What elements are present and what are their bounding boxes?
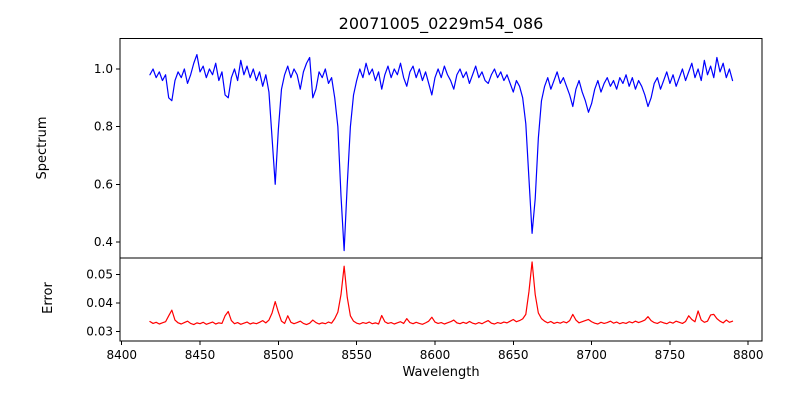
y-tick-label-error: 0.03	[86, 324, 113, 338]
chart-title: 20071005_0229m54_086	[339, 14, 544, 34]
y-axis-label-spectrum: Spectrum	[35, 117, 50, 180]
x-axis-label: Wavelength	[402, 365, 479, 380]
y-tick-label-spectrum: 0.4	[94, 235, 113, 249]
x-tick-label: 8550	[341, 348, 372, 362]
x-tick-label: 8450	[185, 348, 216, 362]
panel-frame-error	[119, 257, 763, 342]
error-line	[149, 261, 734, 326]
y-tick-label-spectrum: 0.8	[94, 120, 113, 134]
y-axis-label-error: Error	[41, 282, 56, 314]
x-tick-label: 8750	[655, 348, 686, 362]
y-tick-label-error: 0.05	[86, 268, 113, 282]
y-tick-label-spectrum: 1.0	[94, 62, 113, 76]
y-tick-label-error: 0.04	[86, 296, 113, 310]
x-tick-label: 8700	[576, 348, 607, 362]
data-series	[149, 53, 734, 326]
x-tick-label: 8400	[106, 348, 137, 362]
x-tick-label: 8600	[420, 348, 451, 362]
axis-ticks: 0.4 0.6 0.8 1.0 0.03 0.04 0.05 8400 8450 8500 8550…	[86, 62, 763, 362]
x-tick-label: 8800	[733, 348, 764, 362]
x-tick-label: 8500	[263, 348, 294, 362]
y-tick-label-spectrum: 0.6	[94, 177, 113, 191]
x-tick-label: 8650	[498, 348, 529, 362]
panel-frames	[119, 38, 763, 342]
spectrum-line	[149, 53, 734, 252]
panel-frame-spectrum	[119, 38, 763, 259]
